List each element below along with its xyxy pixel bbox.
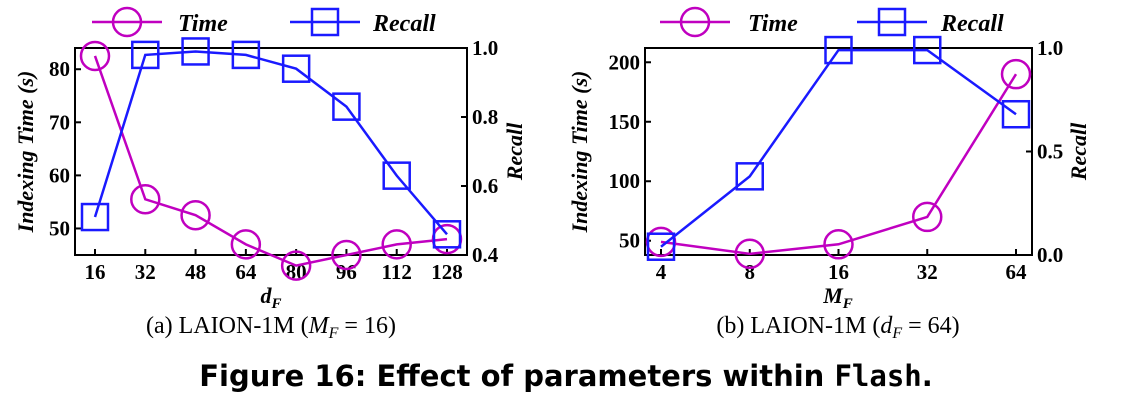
y2-tick-label: 1.0	[1037, 36, 1063, 60]
y-tick-label: 50	[49, 216, 70, 240]
x-axis-label: dF	[260, 283, 281, 312]
chart-a: 16 32 48 64 80 96 112 128506070800.40.60.81.0dF…	[13, 36, 527, 342]
recall-point	[382, 161, 411, 190]
recall-point	[432, 220, 462, 249]
time-series-line	[93, 55, 448, 267]
x-tick-label: 128	[431, 260, 463, 284]
recall-point	[181, 37, 210, 66]
legend-recall-marker	[877, 7, 907, 37]
time-point	[230, 229, 262, 260]
y-tick-label: 100	[609, 169, 641, 193]
recall-point	[281, 54, 311, 83]
recall-point	[735, 162, 764, 191]
x-tick-label: 32	[135, 260, 156, 284]
recall-point	[332, 92, 361, 121]
subcaption-var: d	[880, 313, 893, 339]
recall-point	[131, 40, 160, 70]
recall-point	[646, 232, 676, 261]
x-axis-label: MF	[822, 283, 853, 312]
time-point	[130, 184, 161, 215]
recall-series-line	[660, 48, 1017, 248]
recall-point	[913, 35, 942, 65]
time-series-line	[660, 73, 1018, 256]
y2-tick-label: 0.0	[1037, 243, 1063, 267]
time-point	[823, 229, 854, 260]
subcaption-sub: F	[328, 325, 339, 342]
y-tick-label: 200	[609, 50, 641, 74]
subcaption: (a) LAION-1M (MF = 16)	[146, 313, 396, 342]
x-tick-label: 64	[235, 260, 257, 284]
legend-recall-marker	[310, 7, 340, 37]
recall-point	[80, 202, 110, 232]
y-axis-label: Indexing Time (s)	[13, 71, 38, 234]
x-axis-label-sub: F	[270, 296, 281, 312]
subcaption-var: M	[308, 313, 331, 339]
legend-recall-label: Recall	[940, 11, 1004, 37]
x-tick-label: 4	[656, 260, 667, 284]
y-tick-label: 70	[49, 110, 70, 134]
subcaption-pre: (a) LAION-1M (	[146, 313, 309, 339]
plot-frame	[644, 47, 1033, 256]
x-tick-label: 112	[382, 260, 412, 284]
legend-time-marker	[111, 6, 143, 38]
legend-time-label: Time	[748, 11, 798, 37]
x-tick-label: 8	[745, 260, 756, 284]
y2-tick-label: 0.5	[1037, 140, 1063, 164]
plot-frame	[74, 47, 468, 256]
time-point	[180, 199, 211, 231]
x-tick-label: 32	[917, 260, 938, 284]
subcaption-sub: F	[891, 325, 902, 342]
y-tick-label: 80	[49, 57, 70, 81]
subcaption-post: = 16)	[338, 313, 396, 339]
figure-caption-suffix: .	[922, 359, 933, 393]
y2-tick-label: 0.8	[472, 105, 498, 129]
y2-tick-label: 0.6	[472, 174, 498, 198]
x-tick-label: 48	[185, 260, 206, 284]
x-tick-label: 16	[85, 260, 106, 284]
y2-tick-label: 1.0	[472, 36, 498, 60]
y2-axis-label: Recall	[502, 122, 527, 181]
x-tick-label: 96	[336, 260, 357, 284]
subcaption: (b) LAION-1M (dF = 64)	[716, 313, 959, 342]
figure-caption-code: Flash	[834, 359, 921, 393]
legend-time-label: Time	[178, 11, 228, 37]
recall-point	[231, 40, 261, 70]
legend-a: Time Recall	[92, 6, 436, 38]
recall-point	[824, 35, 853, 65]
figure-caption-prefix: Figure 16: Effect of parameters within	[199, 359, 834, 393]
y2-tick-label: 0.4	[472, 243, 499, 267]
time-point	[912, 201, 943, 233]
x-tick-label: 64	[1006, 260, 1028, 284]
legend-recall-label: Recall	[372, 11, 436, 37]
time-point	[381, 229, 412, 260]
legend-b: Time Recall	[660, 6, 1004, 38]
subcaption-pre: (b) LAION-1M (	[716, 313, 880, 339]
recall-series-line	[93, 50, 448, 236]
figure-caption: Figure 16: Effect of parameters within F…	[199, 359, 933, 393]
time-point	[331, 239, 362, 271]
x-tick-label: 16	[828, 260, 849, 284]
time-point	[79, 40, 111, 72]
y-tick-label: 60	[49, 163, 70, 187]
recall-point	[1001, 99, 1031, 129]
x-axis-label-var: d	[260, 283, 272, 308]
x-axis-label-sub: F	[842, 296, 853, 312]
time-point	[280, 250, 312, 281]
legend-time-marker	[679, 6, 711, 38]
time-point	[1000, 58, 1032, 90]
y2-axis-label: Recall	[1066, 122, 1091, 181]
subcaption-post: = 64)	[902, 313, 960, 339]
x-axis-label-var: M	[822, 283, 844, 308]
time-point	[734, 238, 765, 270]
y-tick-label: 50	[619, 229, 640, 253]
y-axis-label: Indexing Time (s)	[567, 71, 592, 234]
y-tick-label: 150	[609, 110, 641, 134]
